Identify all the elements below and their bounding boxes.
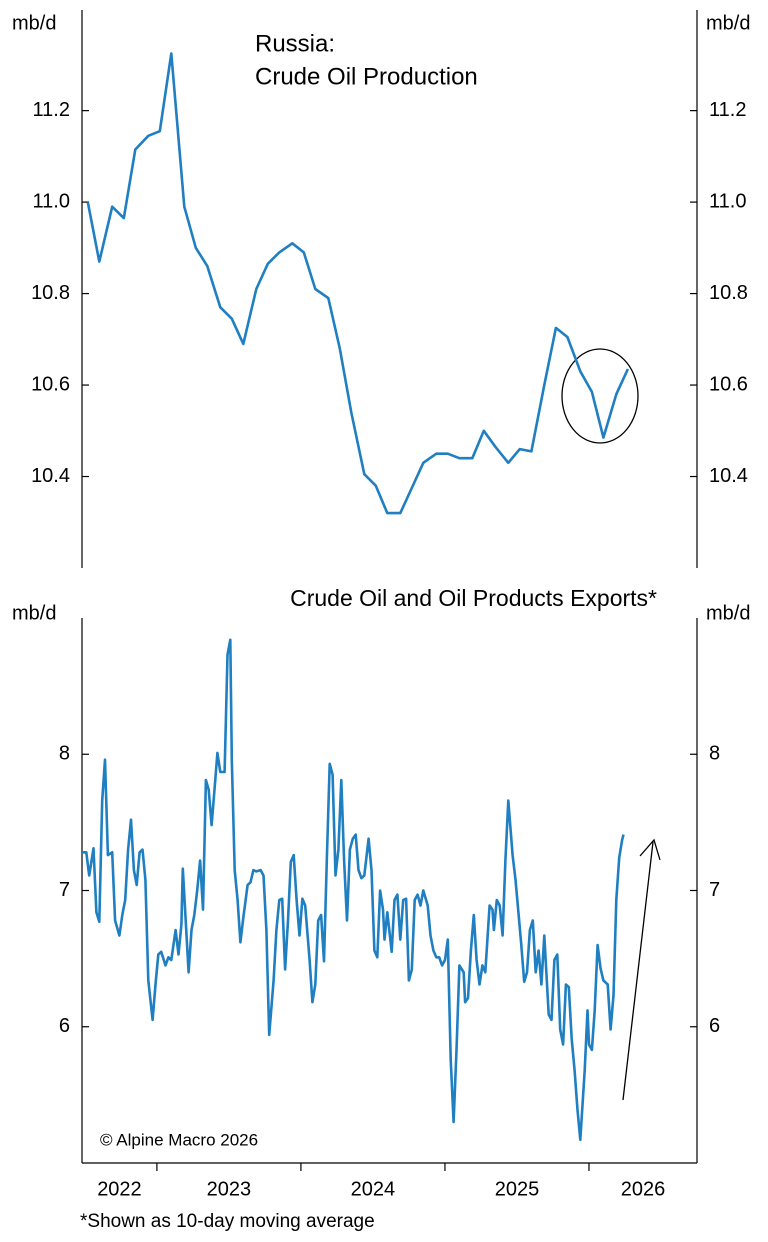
y2-tick-label: 10.8 xyxy=(709,282,748,304)
y2-tick-label: 11.2 xyxy=(709,99,746,121)
y2-axis-label: mb/d xyxy=(706,12,750,34)
y2-tick-label: 8 xyxy=(709,743,720,765)
y2-tick-label: 11.0 xyxy=(709,190,746,212)
y-axis-label: mb/d xyxy=(12,12,56,34)
y-axis-label: mb/d xyxy=(12,602,56,624)
annotation: © Alpine Macro 2026 xyxy=(100,1130,258,1149)
x-tick-label: 2025 xyxy=(495,1178,540,1200)
x-tick-label: 2023 xyxy=(207,1178,252,1200)
y2-tick-label: 10.6 xyxy=(709,373,748,395)
y2-tick-label: 7 xyxy=(709,879,720,901)
chart-subtitle: Crude Oil Production xyxy=(255,63,478,90)
y-tick-label: 8 xyxy=(59,743,70,765)
y-tick-label: 10.4 xyxy=(31,465,70,487)
footnote: *Shown as 10-day moving average xyxy=(80,1211,375,1232)
y2-tick-label: 6 xyxy=(709,1015,720,1037)
y-tick-label: 6 xyxy=(59,1015,70,1037)
y-tick-label: 11.0 xyxy=(33,190,70,212)
y-tick-label: 10.8 xyxy=(31,282,70,304)
y2-axis-label: mb/d xyxy=(706,602,750,624)
y-tick-label: 11.2 xyxy=(33,99,70,121)
y-tick-label: 7 xyxy=(59,879,70,901)
highlight-circle xyxy=(561,348,639,444)
chart-title: Crude Oil and Oil Products Exports* xyxy=(290,585,657,611)
data-line xyxy=(82,638,625,1142)
x-tick-label: 2024 xyxy=(351,1178,396,1200)
arrow-head xyxy=(639,838,661,861)
x-tick-label: 2026 xyxy=(621,1178,666,1200)
x-tick-label: 2022 xyxy=(97,1178,142,1200)
data-line xyxy=(86,52,630,515)
arrow xyxy=(622,841,654,1101)
y2-tick-label: 10.4 xyxy=(709,465,748,487)
y-tick-label: 10.6 xyxy=(31,373,70,395)
chart-title: Russia: xyxy=(255,30,335,57)
